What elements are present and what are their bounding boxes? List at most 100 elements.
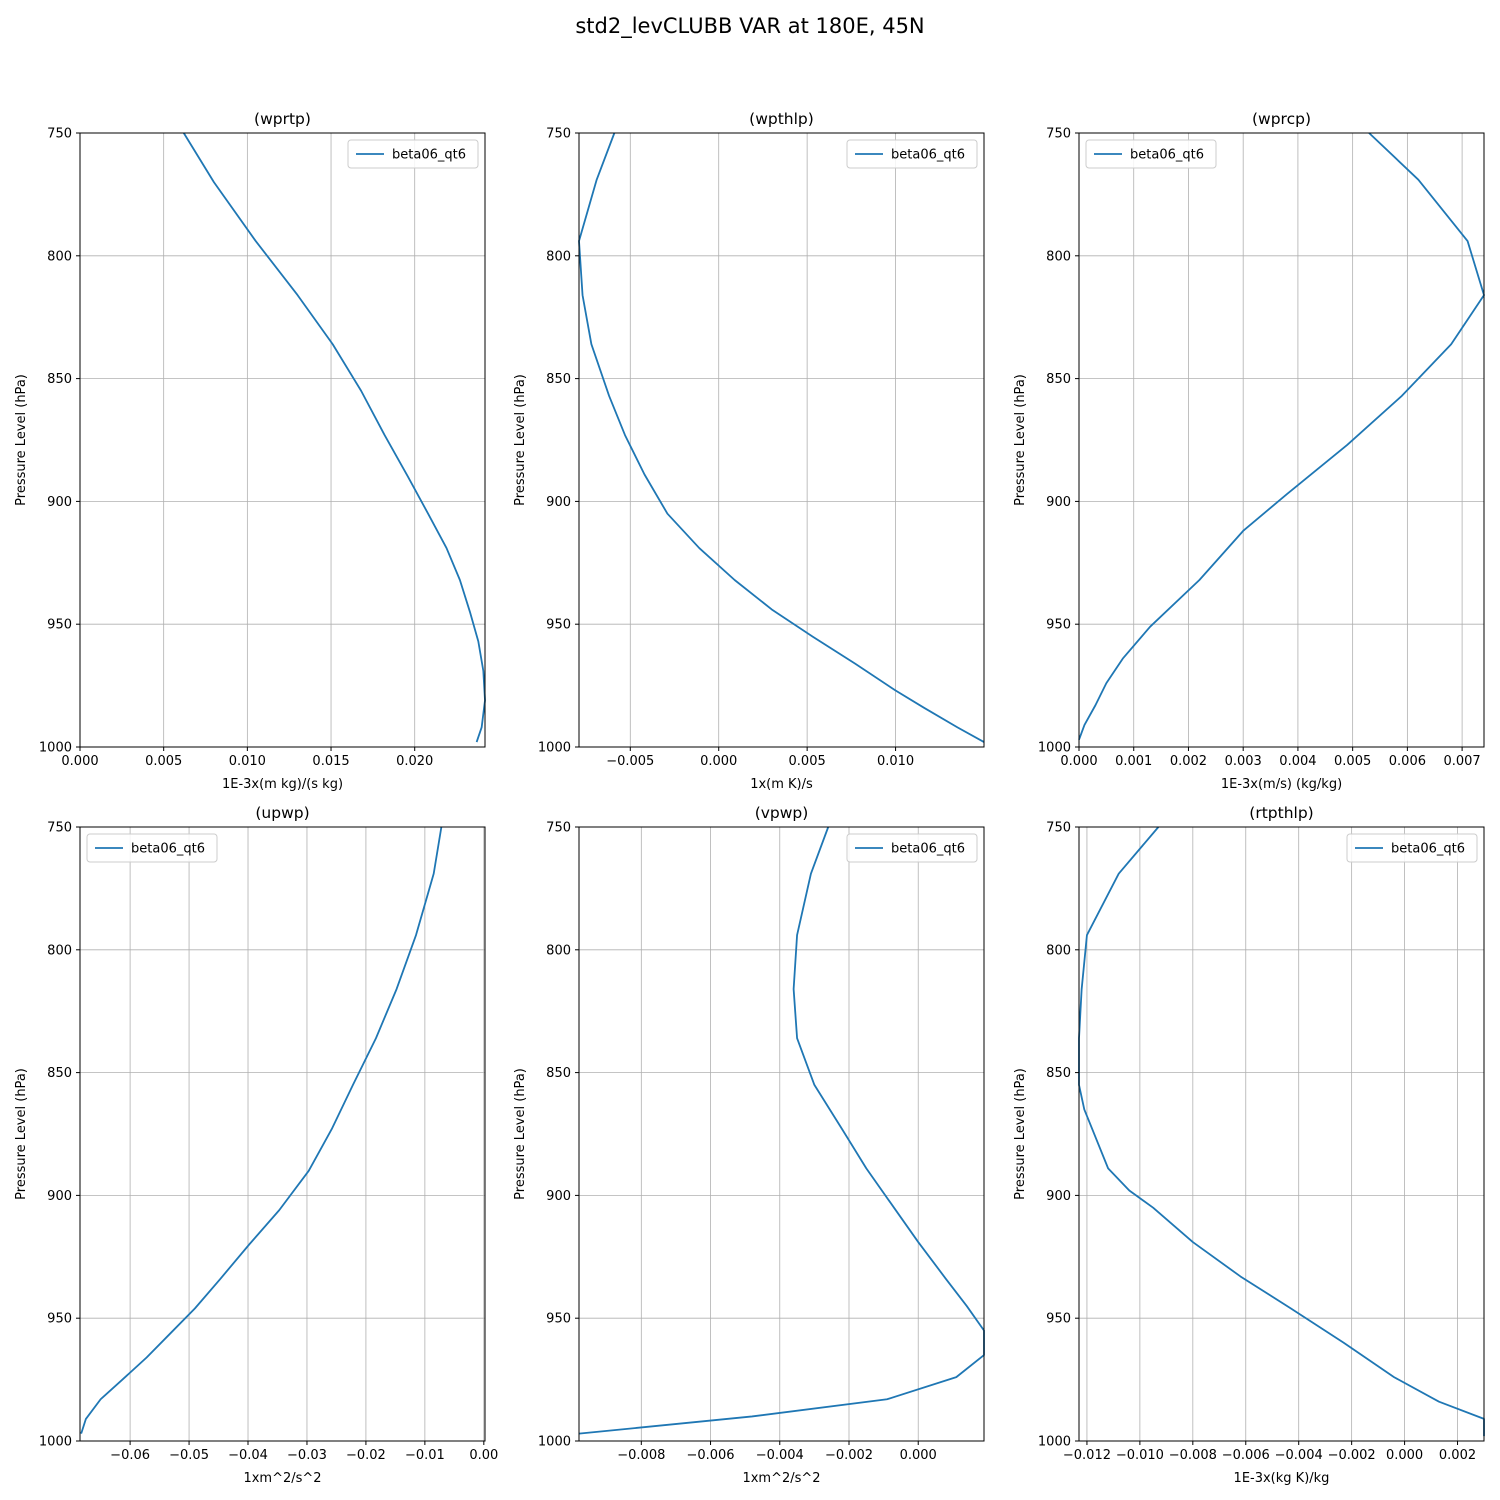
y-tick-label: 750: [47, 821, 72, 836]
x-tick-label: −0.02: [346, 1448, 386, 1463]
y-tick-label: 1000: [1038, 1435, 1071, 1450]
x-tick-label: 0.002: [1170, 754, 1207, 769]
y-tick-label: 1000: [538, 1435, 571, 1450]
y-tick-label: 750: [47, 127, 72, 142]
y-tick-label: 850: [546, 372, 571, 387]
y-tick-label: 750: [1046, 821, 1071, 836]
x-axis-label: 1E-3x(m kg)/(s kg): [222, 777, 343, 792]
x-tick-label: −0.004: [1275, 1448, 1323, 1463]
series-line-1: [1078, 826, 1485, 1437]
x-tick-label: 0.005: [789, 754, 826, 769]
panel-title: (rtpthlp): [1249, 804, 1313, 822]
x-tick-label: 0.005: [145, 754, 182, 769]
panel-title: (vpwp): [755, 804, 809, 822]
chart-panel-3: 0.000 0.001 0.002 0.003 0.004 0.005 0.006 0.007…: [1013, 110, 1485, 792]
series-line-1: [1078, 132, 1485, 740]
legend-box: [846, 139, 978, 169]
y-tick-label: 850: [1046, 1066, 1071, 1081]
panel-title: (wpthlp): [749, 110, 814, 128]
y-tick-label: 900: [546, 495, 571, 510]
x-tick-label: 0.000: [700, 754, 737, 769]
y-tick-label: 900: [47, 495, 72, 510]
chart-panel-1: 0.000 0.005 0.010 0.015 0.020 750 800 850 900 950…: [14, 110, 486, 792]
x-tick-label: 0.000: [61, 754, 98, 769]
x-axis-label: 1xm^2/s^2: [742, 1471, 820, 1486]
y-tick-label: 1000: [1038, 741, 1071, 756]
plot-frame: [578, 826, 985, 1442]
y-tick-label: 850: [1046, 372, 1071, 387]
x-tick-label: −0.006: [686, 1448, 734, 1463]
legend: beta06_qt6: [347, 139, 479, 169]
x-tick-label: 0.001: [1115, 754, 1152, 769]
legend-label: beta06_qt6: [891, 842, 965, 857]
y-axis-label: Pressure Level (hPa): [513, 1068, 528, 1200]
x-tick-label: 0.015: [312, 754, 349, 769]
chart-panel-5: −0.008 −0.006 −0.004 −0.002 0.000 750 800 850 90…: [513, 804, 985, 1486]
x-axis-label: 1E-3x(kg K)/kg: [1234, 1471, 1330, 1486]
x-tick-label: −0.002: [825, 1448, 873, 1463]
legend-box: [1085, 139, 1217, 169]
chart-panel-2: −0.005 0.000 0.005 0.010 750 800 850 900 950 1000…: [513, 110, 985, 792]
x-tick-label: −0.01: [405, 1448, 445, 1463]
legend-label: beta06_qt6: [131, 842, 205, 857]
y-tick-label: 850: [546, 1066, 571, 1081]
plot-frame: [79, 826, 486, 1442]
y-axis-label: Pressure Level (hPa): [14, 374, 29, 506]
plot-frame: [1078, 826, 1485, 1442]
series-line-1: [578, 826, 985, 1435]
x-axis-label: 1E-3x(m/s) (kg/kg): [1221, 777, 1342, 792]
x-tick-label: 0.00: [469, 1448, 498, 1463]
legend-label: beta06_qt6: [392, 148, 466, 163]
y-tick-label: 800: [47, 943, 72, 958]
legend-box: [846, 833, 978, 863]
legend-label: beta06_qt6: [1391, 842, 1465, 857]
y-tick-label: 900: [47, 1189, 72, 1204]
legend-label: beta06_qt6: [1130, 148, 1204, 163]
x-tick-label: 0.000: [1386, 1448, 1423, 1463]
legend: beta06_qt6: [846, 833, 978, 863]
y-tick-label: 800: [1046, 249, 1071, 264]
y-axis-label: Pressure Level (hPa): [14, 1068, 29, 1200]
x-tick-label: 0.004: [1279, 754, 1316, 769]
x-tick-label: 0.000: [1060, 754, 1097, 769]
y-tick-label: 850: [47, 1066, 72, 1081]
x-tick-label: 0.007: [1443, 754, 1480, 769]
series-line-1: [578, 132, 985, 743]
legend-box: [347, 139, 479, 169]
x-tick-label: −0.004: [756, 1448, 804, 1463]
y-tick-label: 850: [47, 372, 72, 387]
y-axis-label: Pressure Level (hPa): [1013, 1068, 1028, 1200]
x-axis-label: 1xm^2/s^2: [243, 1471, 321, 1486]
plot-frame: [1078, 132, 1485, 748]
y-tick-label: 950: [47, 1312, 72, 1327]
x-tick-label: −0.06: [110, 1448, 150, 1463]
y-tick-label: 950: [1046, 1312, 1071, 1327]
x-tick-label: 0.006: [1389, 754, 1426, 769]
x-tick-label: 0.005: [1334, 754, 1371, 769]
chart-panel-4: −0.06 −0.05 −0.04 −0.03 −0.02 −0.01 0.00 750 800…: [14, 804, 498, 1486]
y-tick-label: 1000: [39, 741, 72, 756]
plot-frame: [79, 132, 486, 748]
x-tick-label: 0.010: [877, 754, 914, 769]
x-tick-label: −0.04: [228, 1448, 268, 1463]
series-line-1: [80, 826, 443, 1434]
x-tick-label: −0.05: [169, 1448, 209, 1463]
x-tick-label: −0.006: [1222, 1448, 1270, 1463]
y-tick-label: 900: [546, 1189, 571, 1204]
legend-box: [1346, 833, 1478, 863]
figure-title: std2_levCLUBB VAR at 180E, 45N: [575, 14, 925, 38]
y-tick-label: 950: [1046, 618, 1071, 633]
y-tick-label: 1000: [39, 1435, 72, 1450]
legend: beta06_qt6: [86, 833, 218, 863]
y-tick-label: 750: [1046, 127, 1071, 142]
series-line-1: [182, 132, 486, 743]
panel-title: (wprcp): [1252, 110, 1311, 128]
legend-box: [86, 833, 218, 863]
y-axis-label: Pressure Level (hPa): [513, 374, 528, 506]
y-tick-label: 1000: [538, 741, 571, 756]
panel-title: (wprtp): [254, 110, 311, 128]
legend: beta06_qt6: [1346, 833, 1478, 863]
x-tick-label: 0.002: [1439, 1448, 1476, 1463]
